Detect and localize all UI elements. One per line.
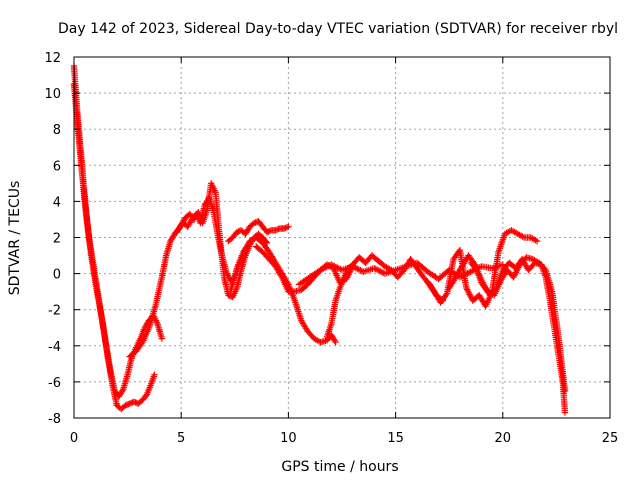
series-trace-12 [446, 252, 569, 395]
y-tick-label: 12 [44, 51, 61, 66]
series-trace-5 [225, 218, 292, 245]
x-tick-label: 20 [495, 431, 512, 446]
y-tick-label: 2 [53, 232, 61, 247]
x-tick-label: 0 [70, 431, 78, 446]
tick-layer: 0 5 10 15 20 25 -8 -6 -4 -2 0 2 4 6 8 10 12 [44, 51, 618, 446]
x-tick-label: 25 [602, 431, 619, 446]
series-markers [225, 218, 292, 245]
y-tick-label: -6 [48, 376, 61, 391]
x-tick-label: 5 [177, 431, 185, 446]
y-tick-label: -4 [48, 340, 61, 355]
x-tick-label: 10 [280, 431, 297, 446]
y-tick-label: 10 [44, 87, 61, 102]
y-tick-label: 8 [53, 123, 61, 138]
series-markers [424, 227, 541, 310]
y-tick-label: -8 [48, 412, 61, 427]
y-axis-title: SDTVAR / TECUs [7, 181, 23, 296]
x-tick-label: 15 [387, 431, 404, 446]
x-axis-title: GPS time / hours [281, 459, 398, 475]
y-tick-label: -2 [48, 304, 61, 319]
series-markers [446, 252, 569, 395]
series-trace-10 [424, 227, 541, 310]
y-tick-label: 0 [53, 268, 61, 283]
y-tick-label: 4 [53, 195, 61, 210]
y-tick-label: 6 [53, 159, 61, 174]
chart-title: Day 142 of 2023, Sidereal Day-to-day VTE… [58, 21, 618, 37]
